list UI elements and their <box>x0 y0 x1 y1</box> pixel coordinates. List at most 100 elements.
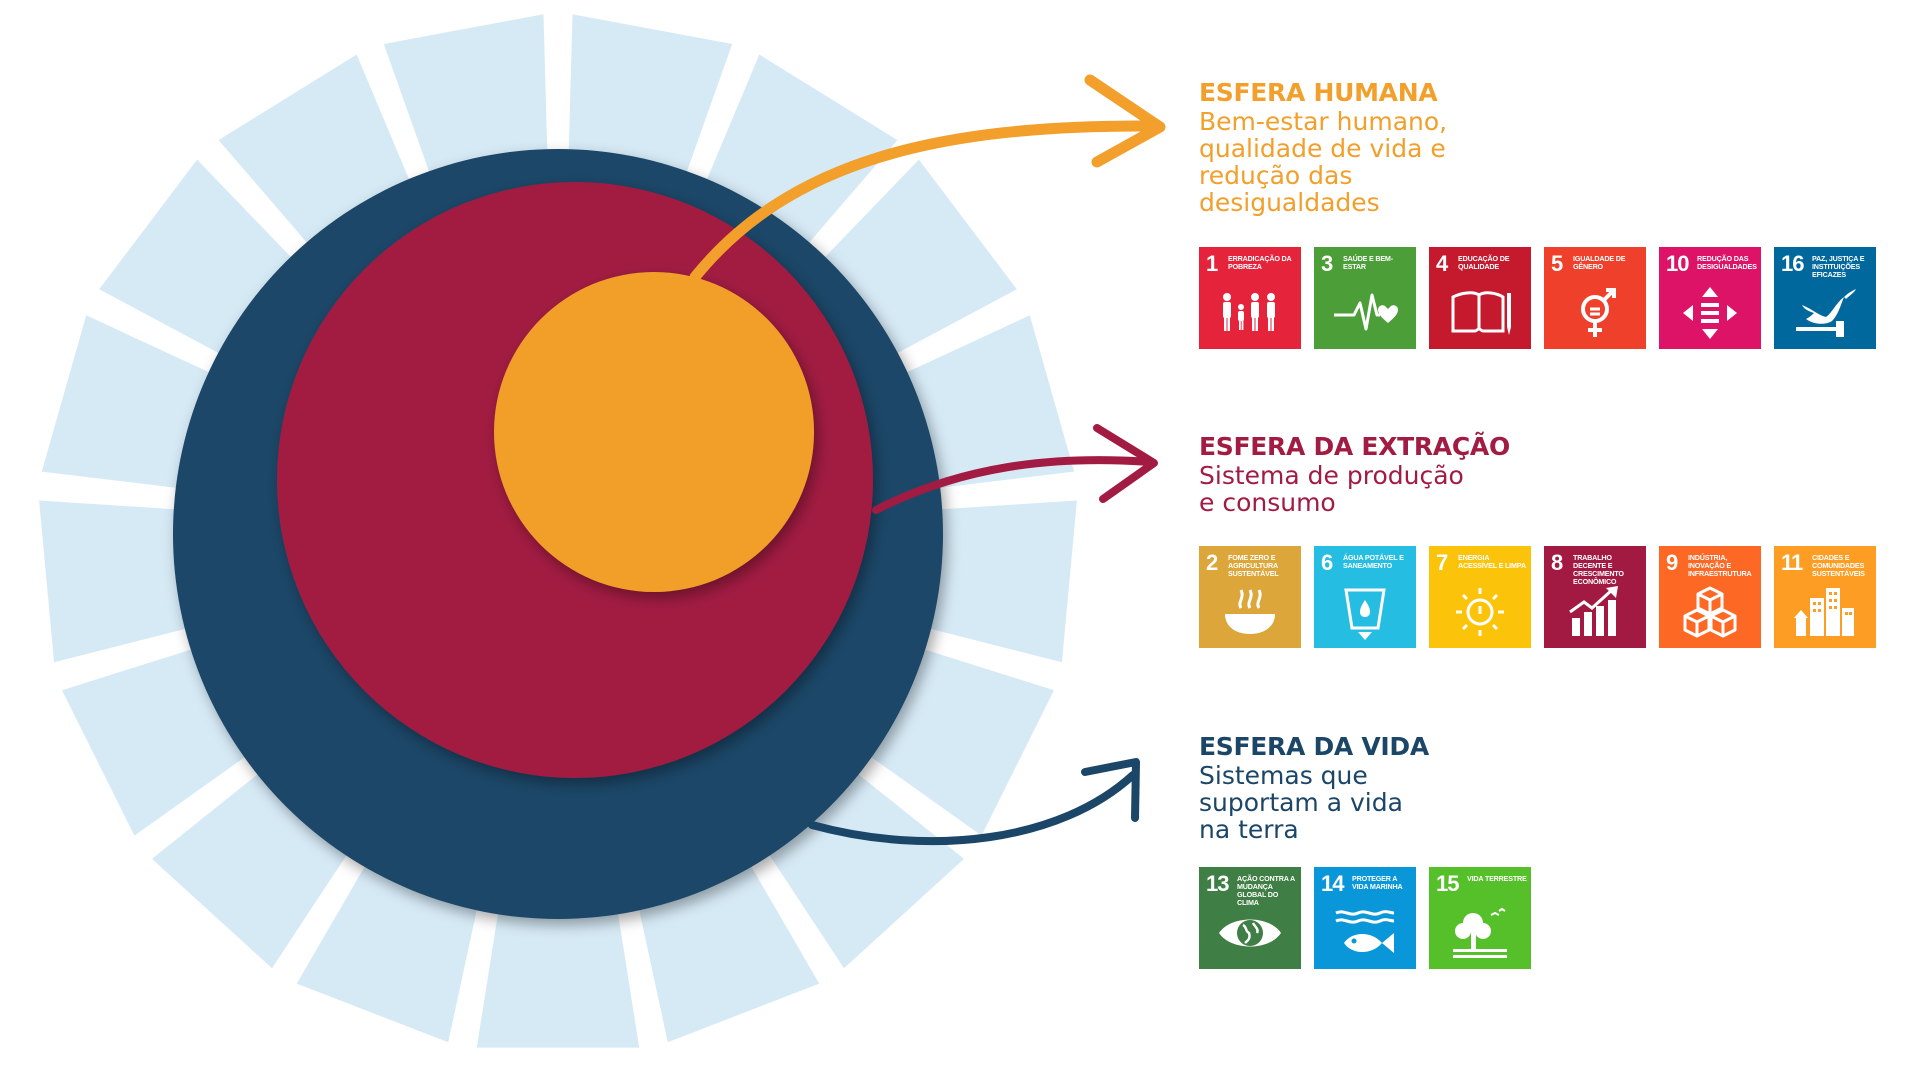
sdg-label: Trabalho decente e crescimento econômico <box>1573 553 1624 586</box>
sdg-row-human: 1 Erradicação da pobreza 3 Saúde e bem-esta… <box>1199 247 1879 349</box>
sdg-number: 3 <box>1321 251 1333 276</box>
ring-segment <box>99 159 295 356</box>
ring-segment <box>766 771 965 969</box>
sdg-tile-6: 6 Água potável e saneamento <box>1314 546 1416 648</box>
ring-segment <box>383 14 548 176</box>
sdg-tile-15: 15 Vida terrestre <box>1429 867 1531 969</box>
sdg-tile-9: 9 Indústria, inovação e infraestrutura <box>1659 546 1761 648</box>
sdg-number: 7 <box>1436 550 1448 575</box>
sphere-life-text: ESFERA DA VIDA Sistemas que suportam a v… <box>1199 732 1429 843</box>
ring-segment <box>41 315 214 489</box>
sdg-row-life: 13 Ação contra a mudança global do clima 1… <box>1199 867 1879 969</box>
dove-icon <box>1796 289 1856 337</box>
sphere-extraction-description-line-2: e consumo <box>1199 488 1336 517</box>
sphere-life-description-line-3: na terra <box>1199 815 1299 844</box>
sdg-number: 5 <box>1551 251 1563 276</box>
sun-power-icon <box>1456 588 1504 636</box>
sdg-number: 15 <box>1436 871 1460 896</box>
sdg-label: Erradicação da pobreza <box>1228 254 1292 271</box>
water-glass-icon <box>1344 588 1386 640</box>
sdg-number: 4 <box>1436 251 1448 276</box>
sdg-tile-4: 4 Educação de qualidade <box>1429 247 1531 349</box>
ring-segment <box>638 862 820 1043</box>
sphere-human-description-line-2: qualidade de vida e <box>1199 134 1446 163</box>
sphere-human-text: ESFERA HUMANA Bem-estar humano, qualidad… <box>1199 78 1447 216</box>
sphere-extraction-title: ESFERA DA EXTRAÇÃO <box>1199 432 1510 461</box>
ring-segment <box>705 54 898 247</box>
sphere-life-description-line-2: suportam a vida <box>1199 788 1403 817</box>
sdg-number: 9 <box>1666 550 1678 575</box>
cubes-icon <box>1683 586 1737 638</box>
ring-segment <box>62 648 249 836</box>
sdg-tile-14: 14 Proteger a vida marinha <box>1314 867 1416 969</box>
ring-segment <box>926 500 1077 663</box>
sdg-tile-11: 11 Cidades e comunidades sustentáveis <box>1774 546 1876 648</box>
sphere-human-description-line-4: desigualdades <box>1199 188 1380 217</box>
sdg-label: Cidades e comunidades sustentáveis <box>1812 553 1865 578</box>
sphere-human-description-line-1: Bem-estar humano, <box>1199 107 1448 136</box>
outer-ring <box>39 14 1077 1048</box>
arrow-human <box>689 74 1166 283</box>
arrow-extraction <box>872 424 1158 514</box>
sdg-tile-5: 5 Igualdade de gênero <box>1544 247 1646 349</box>
sdg-label: Educação de qualidade <box>1458 254 1510 271</box>
sdg-label: Energia acessível e limpa <box>1458 553 1526 570</box>
sdg-number: 13 <box>1206 871 1230 896</box>
sdg-number: 2 <box>1206 550 1218 575</box>
ring-segment <box>218 54 411 247</box>
sdg-label: Indústria, inovação e infraestrutura <box>1688 553 1752 578</box>
sdg-label: Água potável e saneamento <box>1343 553 1404 570</box>
ring-segment <box>151 771 350 969</box>
sdg-label: Proteger a vida marinha <box>1352 874 1403 891</box>
sphere-life-description-line-1: Sistemas que <box>1199 761 1368 790</box>
sphere-human-description-line-3: redução das <box>1199 161 1353 190</box>
heartbeat-icon <box>1334 293 1398 331</box>
tree-icon <box>1453 907 1507 958</box>
sdg-row-extraction: 2 Fome zero e agricultura sustentável 6 Águ… <box>1199 546 1879 648</box>
sphere-life-title: ESFERA DA VIDA <box>1199 732 1429 761</box>
sdg-number: 10 <box>1666 251 1690 276</box>
sdg-number: 6 <box>1321 550 1333 575</box>
book-icon <box>1451 291 1511 335</box>
sdg-label: Igualdade de gênero <box>1573 254 1626 271</box>
sdg-tile-8: 8 Trabalho decente e crescimento econômic… <box>1544 546 1646 648</box>
sphere-extraction-text: ESFERA DA EXTRAÇÃO Sistema de produção e… <box>1199 432 1510 516</box>
sdg-number: 1 <box>1206 251 1218 276</box>
ring-segment <box>296 862 478 1043</box>
fish-icon <box>1335 910 1395 953</box>
sdg-tile-7: 7 Energia acessível e limpa <box>1429 546 1531 648</box>
eye-globe-icon <box>1219 919 1281 947</box>
ring-segment <box>821 159 1017 356</box>
sdg-tile-3: 3 Saúde e bem-estar <box>1314 247 1416 349</box>
sdg-label: Redução das desigualdades <box>1697 254 1757 271</box>
sdg-tile-10: 10 Redução das desigualdades <box>1659 247 1761 349</box>
sdg-label: Paz, justiça e instituições eficazes <box>1812 254 1865 279</box>
sphere-human-title: ESFERA HUMANA <box>1199 78 1438 107</box>
sdg-label: Saúde e bem-estar <box>1343 254 1393 271</box>
sdg-label: Ação contra a mudança global do clima <box>1237 874 1295 907</box>
sdg-number: 11 <box>1781 550 1803 575</box>
sdg-number: 8 <box>1551 550 1563 575</box>
city-icon <box>1794 588 1854 636</box>
growth-chart-icon <box>1569 586 1618 636</box>
sdg-tile-2: 2 Fome zero e agricultura sustentável <box>1199 546 1301 648</box>
ring-segment <box>902 315 1075 489</box>
ring-segment <box>568 14 733 176</box>
sdg-label: Vida terrestre <box>1467 874 1527 883</box>
arrow-life <box>808 758 1140 846</box>
sdg-tile-1: 1 Erradicação da pobreza <box>1199 247 1301 349</box>
sdg-number: 16 <box>1781 251 1805 276</box>
bowl-icon <box>1225 589 1275 634</box>
sphere-extraction-description-line-1: Sistema de produção <box>1199 461 1464 490</box>
ring-segment <box>39 500 190 663</box>
ring-segment <box>867 648 1054 836</box>
family-icon <box>1223 293 1275 331</box>
sphere-human-circle <box>494 272 814 592</box>
sdg-tile-13: 13 Ação contra a mudança global do clima <box>1199 867 1301 969</box>
gender-icon <box>1581 288 1616 337</box>
sdg-tile-16: 16 Paz, justiça e instituições eficazes <box>1774 247 1876 349</box>
sdg-label: Fome zero e agricultura sustentável <box>1228 553 1279 578</box>
sdg-number: 14 <box>1321 871 1345 896</box>
ring-segment <box>476 909 640 1048</box>
